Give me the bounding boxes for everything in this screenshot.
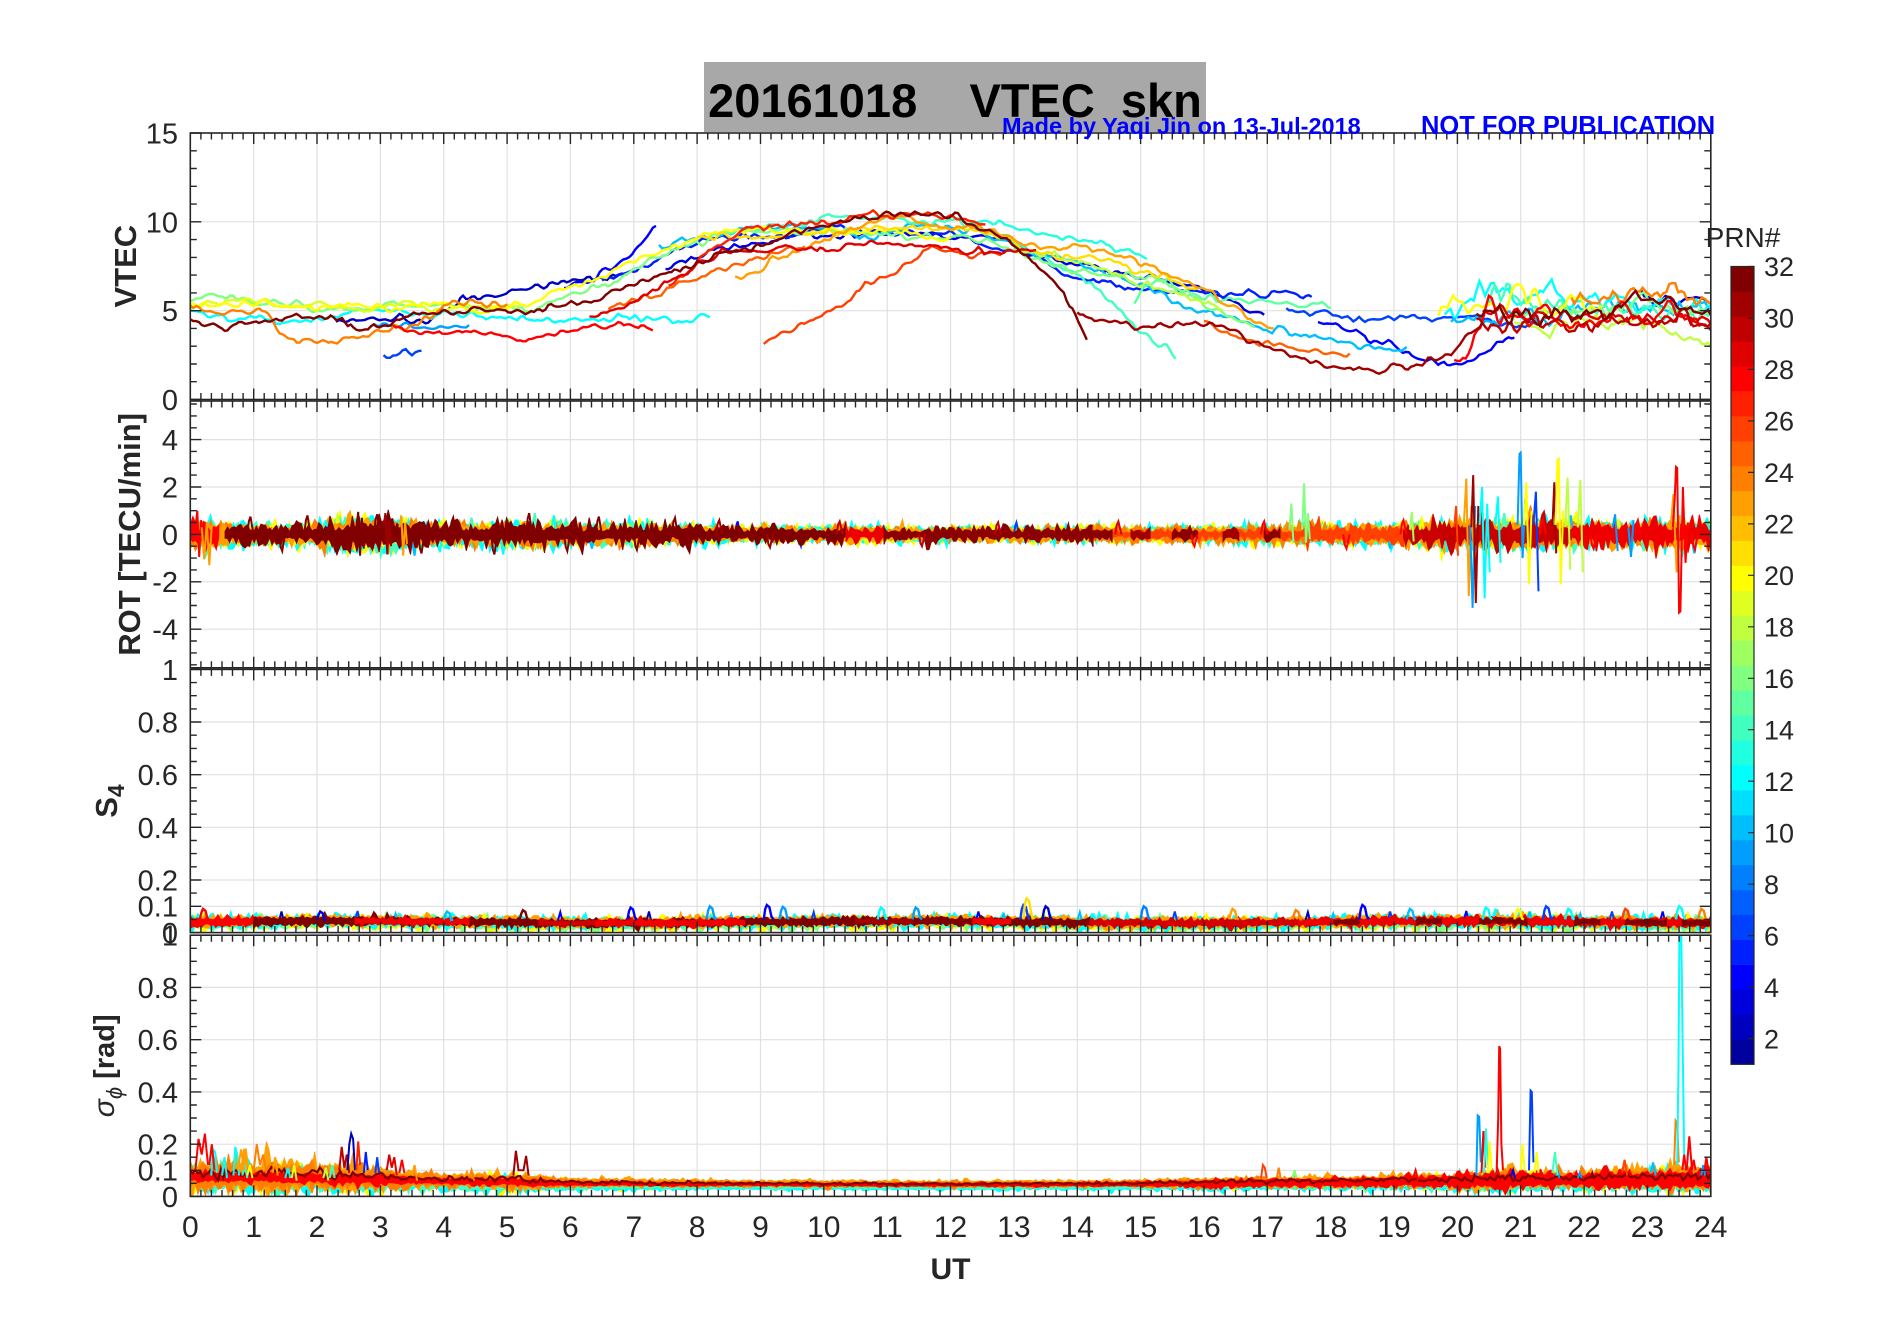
- svg-text:6: 6: [1764, 921, 1779, 951]
- svg-text:0: 0: [162, 520, 178, 552]
- svg-text:0: 0: [182, 1211, 199, 1244]
- svg-text:NOT FOR PUBLICATION: NOT FOR PUBLICATION: [1421, 112, 1715, 140]
- svg-text:VTEC: VTEC: [108, 225, 143, 308]
- svg-text:0.4: 0.4: [138, 1077, 178, 1109]
- svg-text:16: 16: [1764, 664, 1794, 694]
- svg-text:-4: -4: [152, 615, 178, 647]
- svg-text:28: 28: [1764, 355, 1794, 385]
- svg-text:PRN#: PRN#: [1706, 222, 1781, 253]
- svg-text:11: 11: [872, 1211, 903, 1244]
- svg-text:14: 14: [1764, 716, 1794, 746]
- svg-text:0.1: 0.1: [138, 892, 178, 924]
- svg-text:ROT [TECU/min]: ROT [TECU/min]: [112, 413, 147, 656]
- svg-text:8: 8: [689, 1211, 706, 1244]
- svg-text:4: 4: [162, 425, 178, 457]
- svg-text:Made by Yaqi Jin on 13-Jul-201: Made by Yaqi Jin on 13-Jul-2018: [1002, 113, 1361, 139]
- svg-text:0: 0: [162, 1182, 178, 1214]
- svg-text:17: 17: [1251, 1211, 1284, 1244]
- svg-text:5: 5: [162, 296, 178, 328]
- svg-text:0.6: 0.6: [138, 760, 178, 792]
- svg-text:0.1: 0.1: [138, 1156, 178, 1188]
- svg-text:20: 20: [1764, 561, 1794, 591]
- svg-text:10: 10: [146, 207, 178, 239]
- svg-text:20161018 VTEC skn: 20161018 VTEC skn: [708, 74, 1202, 127]
- svg-text:16: 16: [1187, 1211, 1220, 1244]
- svg-text:26: 26: [1764, 407, 1794, 437]
- svg-text:24: 24: [1694, 1211, 1727, 1244]
- svg-text:15: 15: [146, 118, 178, 150]
- svg-text:1: 1: [245, 1211, 262, 1244]
- svg-text:9: 9: [752, 1211, 769, 1244]
- svg-text:5: 5: [499, 1211, 516, 1244]
- svg-text:2: 2: [162, 472, 178, 504]
- svg-text:0.2: 0.2: [138, 865, 178, 897]
- svg-text:0.8: 0.8: [138, 973, 178, 1005]
- svg-text:0.6: 0.6: [138, 1025, 178, 1057]
- svg-text:0.4: 0.4: [138, 813, 178, 845]
- svg-text:1: 1: [162, 655, 178, 687]
- svg-text:19: 19: [1377, 1211, 1410, 1244]
- svg-text:UT: UT: [931, 1253, 971, 1286]
- svg-text:0.2: 0.2: [138, 1130, 178, 1162]
- svg-text:10: 10: [1764, 818, 1794, 848]
- svg-text:30: 30: [1764, 304, 1794, 334]
- svg-text:4: 4: [1764, 973, 1779, 1003]
- svg-text:0.8: 0.8: [138, 708, 178, 740]
- svg-text:24: 24: [1764, 458, 1794, 488]
- svg-text:1: 1: [162, 921, 178, 953]
- svg-text:18: 18: [1764, 613, 1794, 643]
- svg-text:6: 6: [562, 1211, 579, 1244]
- svg-text:12: 12: [934, 1211, 967, 1244]
- svg-text:2: 2: [309, 1211, 326, 1244]
- svg-text:7: 7: [625, 1211, 642, 1244]
- svg-text:4: 4: [435, 1211, 452, 1244]
- svg-text:12: 12: [1764, 767, 1794, 797]
- svg-text:8: 8: [1764, 870, 1779, 900]
- svg-text:0: 0: [162, 918, 178, 950]
- svg-text:18: 18: [1314, 1211, 1347, 1244]
- svg-text:32: 32: [1764, 252, 1794, 282]
- svg-text:22: 22: [1567, 1211, 1600, 1244]
- svg-text:3: 3: [372, 1211, 389, 1244]
- svg-text:20: 20: [1441, 1211, 1474, 1244]
- svg-text:0: 0: [162, 385, 178, 417]
- svg-text:14: 14: [1061, 1211, 1094, 1244]
- svg-text:10: 10: [807, 1211, 840, 1244]
- svg-text:22: 22: [1764, 510, 1794, 540]
- svg-text:21: 21: [1504, 1211, 1537, 1244]
- svg-text:23: 23: [1631, 1211, 1664, 1244]
- svg-text:15: 15: [1124, 1211, 1157, 1244]
- svg-text:2: 2: [1764, 1024, 1779, 1054]
- svg-text:-2: -2: [152, 567, 178, 599]
- svg-text:13: 13: [997, 1211, 1030, 1244]
- svg-text:σϕ [rad]: σϕ [rad]: [88, 1014, 127, 1117]
